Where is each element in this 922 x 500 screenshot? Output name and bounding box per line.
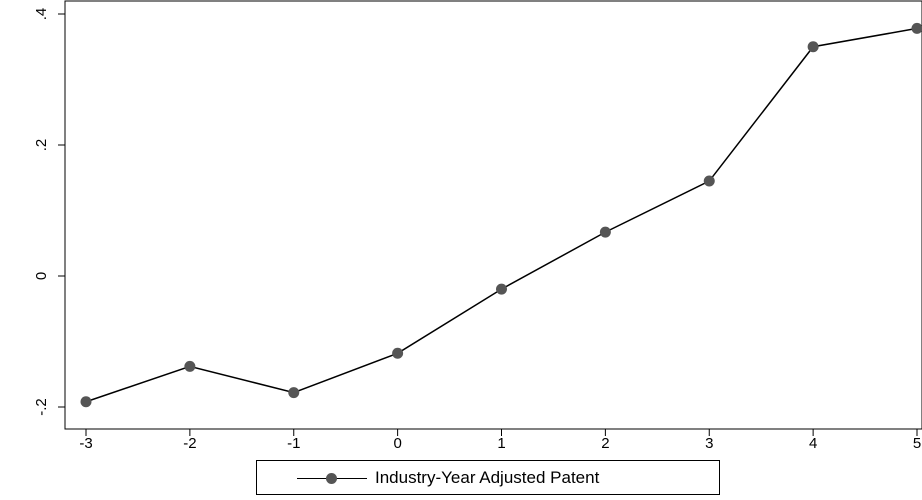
legend: Industry-Year Adjusted Patent — [256, 460, 720, 495]
legend-marker-swatch — [326, 473, 337, 484]
x-tick-label: 1 — [497, 435, 505, 452]
x-tick-label: 0 — [393, 435, 401, 452]
data-point — [80, 396, 92, 408]
x-axis: -3 -2 -1 0 1 2 3 4 5 — [79, 429, 921, 452]
y-tick-label: 0 — [33, 272, 50, 280]
legend-line-swatch — [297, 473, 367, 484]
data-point — [703, 175, 715, 187]
x-tick-label: 3 — [705, 435, 713, 452]
x-tick-label: -1 — [287, 435, 300, 452]
x-tick-label: 5 — [913, 435, 921, 452]
data-point — [911, 22, 922, 34]
series-markers — [80, 22, 922, 408]
data-point — [807, 41, 819, 53]
x-tick-label: 2 — [601, 435, 609, 452]
y-tick-label: -.2 — [33, 398, 50, 416]
data-point — [392, 347, 404, 359]
y-tick-label: .4 — [33, 8, 50, 21]
x-tick-label: -3 — [79, 435, 92, 452]
data-point — [496, 283, 507, 295]
y-tick-label: .2 — [33, 139, 50, 152]
data-point — [288, 387, 300, 399]
x-tick-label: -2 — [183, 435, 196, 452]
plot-frame — [64, 0, 922, 430]
x-tick-label: 4 — [809, 435, 817, 452]
legend-label: Industry-Year Adjusted Patent — [375, 468, 600, 487]
data-point — [184, 360, 196, 372]
data-point — [599, 226, 611, 238]
series-line — [85, 27, 918, 403]
y-axis: -.2 0 .2 .4 — [33, 8, 65, 416]
